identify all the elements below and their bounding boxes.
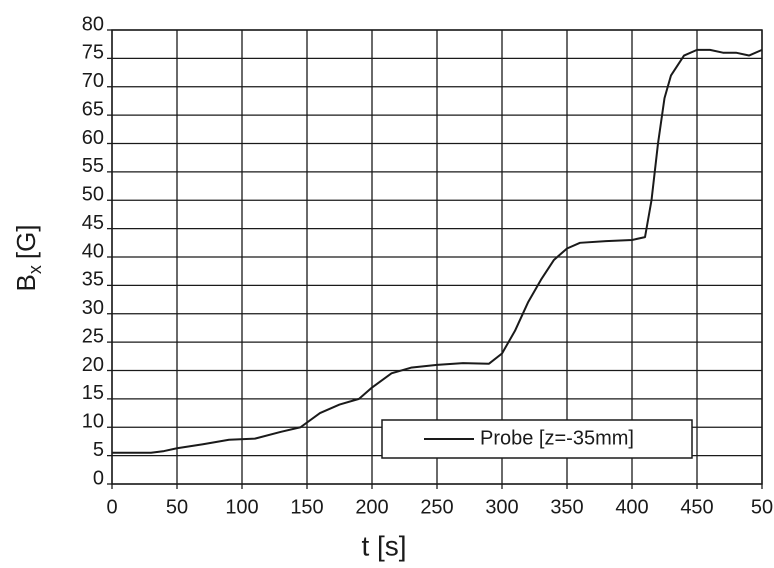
y-tick-label: 10: [82, 411, 104, 433]
y-label-main: B: [11, 274, 41, 291]
x-tick-label: 250: [420, 496, 453, 518]
plot-frame: [111, 29, 763, 485]
x-tick-label: 150: [290, 496, 323, 518]
x-axis-label: t [s]: [361, 530, 406, 561]
x-tick-label: 50: [166, 496, 188, 518]
x-tick-label: 350: [550, 496, 583, 518]
x-tick-label: 0: [106, 496, 117, 518]
y-axis-label: Bx [G]: [11, 224, 45, 291]
x-tick-label: 450: [680, 496, 713, 518]
y-tick-label: 80: [82, 13, 104, 35]
legend-label: Probe [z=-35mm]: [480, 427, 634, 449]
y-tick-label: 75: [82, 42, 104, 64]
y-tick-label: 25: [82, 325, 104, 347]
y-tick-label: 5: [93, 439, 104, 461]
y-label-unit: [G]: [11, 224, 41, 259]
y-tick-label: 65: [82, 98, 104, 120]
x-tick-label: 200: [355, 496, 388, 518]
y-tick-label: 45: [82, 212, 104, 234]
x-tick-label: 50: [751, 496, 773, 518]
y-tick-label: 0: [93, 467, 104, 489]
y-tick-label: 50: [82, 184, 104, 206]
y-tick-label: 20: [82, 354, 104, 376]
x-tick-label: 300: [485, 496, 518, 518]
y-tick-label: 55: [82, 155, 104, 177]
x-tick-label: 100: [225, 496, 258, 518]
y-tick-label: 60: [82, 127, 104, 149]
y-label-sub: x: [25, 265, 45, 274]
y-tick-label: 30: [82, 297, 104, 319]
y-tick-label: 70: [82, 70, 104, 92]
y-tick-label: 15: [82, 382, 104, 404]
data-line: [112, 48, 763, 454]
x-tick-label: 400: [615, 496, 648, 518]
y-tick-label: 40: [82, 240, 104, 262]
y-tick-label: 35: [82, 269, 104, 291]
